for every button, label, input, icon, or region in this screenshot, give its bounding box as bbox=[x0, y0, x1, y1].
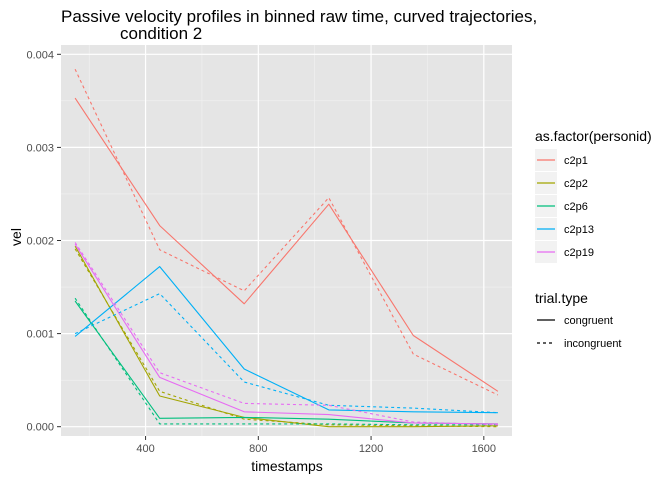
series-line-c2p2-congruent bbox=[74, 245, 498, 428]
legend-label-c2p6: c2p6 bbox=[564, 201, 588, 213]
linetype-legend-title: trial.type bbox=[535, 290, 588, 306]
x-tick-label: 800 bbox=[249, 443, 267, 455]
legend-label-c2p19: c2p19 bbox=[564, 247, 594, 259]
x-tick-label: 1200 bbox=[359, 443, 383, 455]
linetype-legend: trial.type congruent incongruent bbox=[535, 290, 622, 354]
legend-label-c2p2: c2p2 bbox=[564, 178, 588, 190]
y-axis-title: vel bbox=[8, 228, 24, 246]
chart-title-line-2: condition 2 bbox=[120, 24, 202, 43]
y-tick-label: 0.001 bbox=[26, 329, 54, 341]
chart-title-line-1: Passive velocity profiles in binned raw … bbox=[61, 7, 537, 26]
y-axis-ticks: 0.000 0.001 0.002 0.003 0.004 bbox=[26, 49, 61, 434]
legend-label-c2p13: c2p13 bbox=[564, 224, 594, 236]
x-tick-label: 400 bbox=[136, 443, 154, 455]
series-lines bbox=[74, 68, 499, 428]
series-line-c2p19-congruent bbox=[74, 243, 498, 425]
x-axis-title: timestamps bbox=[251, 458, 323, 474]
legend-label-c2p1: c2p1 bbox=[564, 155, 588, 167]
x-axis-ticks: 400 800 1200 1600 bbox=[136, 436, 496, 455]
series-line-c2p2-incongruent bbox=[74, 248, 498, 428]
series-line-c2p13-incongruent bbox=[74, 293, 498, 414]
color-legend-title: as.factor(personid) bbox=[535, 128, 652, 144]
y-tick-label: 0.000 bbox=[26, 422, 54, 434]
y-tick-label: 0.003 bbox=[26, 142, 54, 154]
series-line-c2p13-congruent bbox=[74, 266, 498, 414]
y-tick-label: 0.002 bbox=[26, 236, 54, 248]
series-line-c2p6-incongruent bbox=[74, 297, 498, 426]
series-line-c2p1-incongruent bbox=[74, 68, 499, 396]
series-line-c2p1-congruent bbox=[74, 97, 499, 392]
x-tick-label: 1600 bbox=[472, 443, 496, 455]
legend-label-incongruent: incongruent bbox=[564, 338, 622, 350]
y-tick-label: 0.004 bbox=[26, 49, 54, 61]
color-legend: as.factor(personid) c2p1 c2p2 c2p6 c2p13 c2p… bbox=[535, 128, 652, 263]
legend-label-congruent: congruent bbox=[564, 315, 613, 327]
